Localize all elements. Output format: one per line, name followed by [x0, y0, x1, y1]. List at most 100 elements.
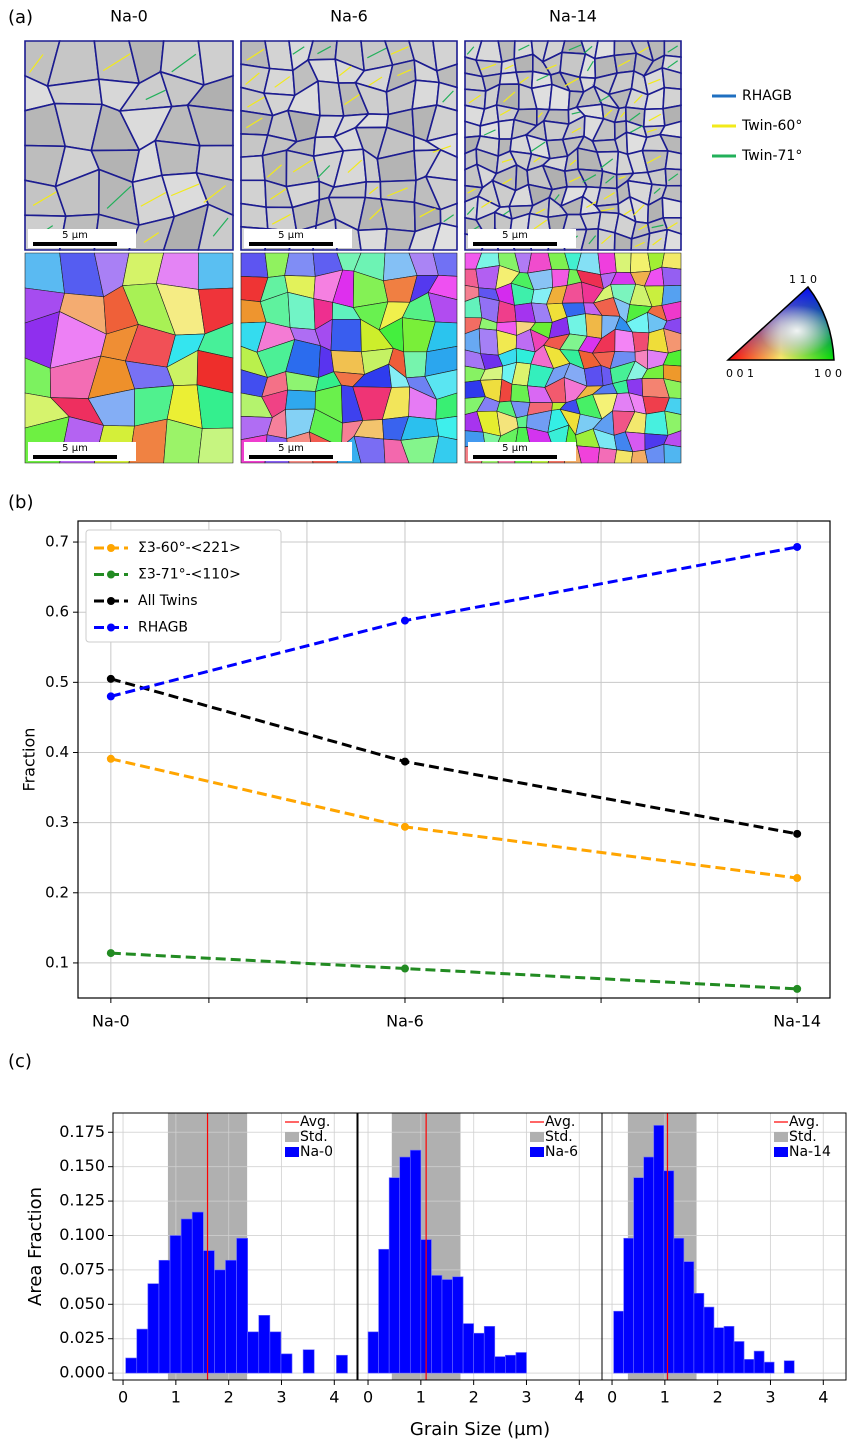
- series-line: [111, 679, 797, 834]
- data-point: [401, 617, 409, 625]
- legend-marker: [107, 571, 115, 579]
- y-tick-label: 0.025: [59, 1328, 105, 1347]
- legend-swatch: [530, 1132, 544, 1142]
- x-tick-label: 3: [765, 1388, 775, 1407]
- histogram-bar: [484, 1326, 495, 1373]
- grain: [288, 292, 315, 329]
- histogram-bar: [281, 1354, 292, 1373]
- histogram-bar: [474, 1333, 485, 1373]
- legend-label: Σ3-71°-<110>: [138, 567, 241, 583]
- grain: [156, 253, 198, 289]
- grain: [241, 180, 266, 207]
- grain: [476, 266, 500, 290]
- grain: [265, 41, 293, 70]
- legend-swatch: [285, 1132, 299, 1142]
- histogram-bar: [664, 1171, 674, 1373]
- histogram-bar: [259, 1315, 270, 1373]
- histogram-bar: [214, 1270, 225, 1373]
- y-tick-label: 0.050: [59, 1294, 105, 1313]
- y-tick-label: 0.125: [59, 1191, 105, 1210]
- x-tick-label: 2: [224, 1388, 234, 1407]
- ipf-triangle-outline: [728, 287, 834, 360]
- histogram-bar: [453, 1277, 464, 1373]
- grain: [479, 329, 498, 356]
- column-label: Na-6: [330, 7, 368, 26]
- y-tick-label: 0.175: [59, 1122, 105, 1141]
- ipf-map: [465, 253, 681, 463]
- histogram-bar: [303, 1350, 314, 1373]
- grain: [600, 171, 617, 188]
- page: Figure {"panel_labels": ["(a)", "(b)", "…: [0, 0, 854, 1443]
- histogram-bar: [495, 1357, 506, 1374]
- histogram-bar: [137, 1329, 148, 1373]
- scale-bar-label: 5 µm: [278, 230, 304, 241]
- grain: [331, 351, 365, 375]
- legend-label: Σ3-60°-<221>: [138, 540, 241, 556]
- legend-label: Twin-71°: [741, 148, 802, 164]
- column-label: Na-14: [549, 7, 597, 26]
- scale-bar-label: 5 µm: [62, 230, 88, 241]
- grain: [155, 141, 200, 176]
- histogram-bar: [159, 1260, 170, 1373]
- boundary-map: [241, 41, 457, 250]
- histogram-bar: [516, 1352, 527, 1373]
- y-tick-label: 0.000: [59, 1363, 105, 1382]
- data-point: [401, 758, 409, 766]
- y-axis-label: Fraction: [20, 728, 39, 792]
- grain: [593, 140, 619, 153]
- histogram-bar: [126, 1358, 137, 1373]
- y-axis-label: Area Fraction: [25, 1187, 46, 1306]
- histogram-bar: [654, 1125, 664, 1373]
- ipf-label: 1 1 0: [789, 273, 817, 286]
- grain: [285, 390, 315, 409]
- scale-bar-label: 5 µm: [502, 443, 528, 454]
- boundary-map: [25, 41, 233, 250]
- histogram-bar: [431, 1275, 442, 1373]
- grain: [516, 415, 527, 427]
- histogram-bar: [442, 1280, 453, 1374]
- histogram-bar: [674, 1238, 684, 1373]
- x-tick-label: 0: [363, 1388, 373, 1407]
- data-point: [793, 830, 801, 838]
- legend-label: All Twins: [138, 593, 198, 609]
- histogram-bar: [744, 1359, 754, 1373]
- grain: [645, 411, 668, 435]
- grain: [585, 314, 602, 339]
- x-tick-label: 4: [329, 1388, 339, 1407]
- panel-label: (a): [8, 7, 33, 28]
- legend-label: Avg.: [545, 1114, 575, 1130]
- data-point: [793, 543, 801, 551]
- panel-label: (c): [8, 1051, 32, 1072]
- grain: [511, 384, 530, 402]
- histogram-bar: [192, 1212, 203, 1373]
- x-tick-label: 1: [171, 1388, 181, 1407]
- x-tick-label: 4: [818, 1388, 828, 1407]
- grain: [577, 446, 600, 463]
- data-point: [401, 823, 409, 831]
- histogram-bar: [248, 1332, 259, 1373]
- series-line: [111, 953, 797, 989]
- histogram-bar: [714, 1328, 724, 1373]
- x-tick-label: Na-6: [386, 1012, 424, 1031]
- legend-label: Na-14: [789, 1144, 831, 1160]
- y-tick-label: 0.075: [59, 1259, 105, 1278]
- histogram-bar: [644, 1157, 654, 1373]
- page-body: (a) (b) (c) 1 1 0 0 0 1 1 0 0 Na-05 µm5 …: [0, 0, 854, 1443]
- data-point: [107, 692, 115, 700]
- grain: [285, 253, 316, 276]
- y-tick-label: 0.1: [45, 953, 69, 971]
- x-tick-label: 2: [469, 1388, 479, 1407]
- legend-label: Na-6: [545, 1144, 578, 1160]
- data-point: [107, 675, 115, 683]
- grain: [241, 204, 268, 229]
- figure: (a) (b) (c) 1 1 0 0 0 1 1 0 0 Na-05 µm5 …: [0, 0, 854, 1443]
- legend-label: Twin-60°: [741, 118, 802, 134]
- histogram-bar: [336, 1355, 347, 1373]
- scale-bar-label: 5 µm: [278, 443, 304, 454]
- x-tick-label: 1: [416, 1388, 426, 1407]
- data-point: [107, 949, 115, 957]
- data-point: [793, 874, 801, 882]
- grain: [358, 229, 387, 250]
- y-tick-label: 0.6: [45, 603, 69, 621]
- boundary-map: [465, 41, 681, 250]
